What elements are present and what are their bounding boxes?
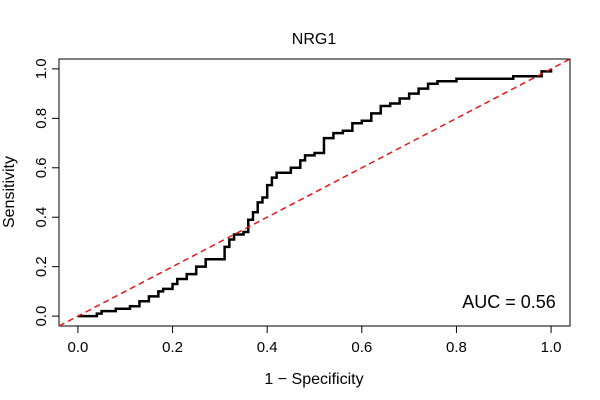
y-tick-label: 0.8 [33,108,50,129]
x-tick-label: 0.8 [446,339,467,356]
x-tick-label: 0.2 [162,339,183,356]
x-tick-label: 1.0 [541,339,562,356]
auc-annotation: AUC = 0.56 [462,292,556,312]
y-tick-label: 0.6 [33,157,50,178]
x-axis: 0.0 0.2 0.4 0.6 0.8 1.0 [67,325,562,356]
y-axis: 0.0 0.2 0.4 0.6 0.8 1.0 [33,58,60,327]
y-tick-label: 0.4 [33,207,50,228]
y-tick-label: 1.0 [33,58,50,79]
x-tick-label: 0.6 [351,339,372,356]
reference-diagonal [58,58,571,327]
roc-curve [77,68,553,318]
chart-title: NRG1 [292,31,337,48]
series-layer [58,58,571,327]
x-tick-label: 0.0 [67,339,88,356]
x-axis-label: 1 − Specificity [264,371,363,388]
x-tick-label: 0.4 [257,339,278,356]
y-tick-label: 0.0 [33,306,50,327]
y-tick-label: 0.2 [33,256,50,277]
y-axis-label: Sensitivity [1,156,18,228]
